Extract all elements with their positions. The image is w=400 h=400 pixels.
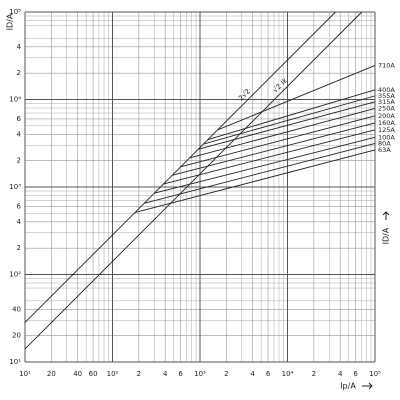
series-label: 200A bbox=[378, 112, 395, 120]
y-tick-label: 4 bbox=[17, 43, 22, 51]
x-tick-label: 20 bbox=[47, 370, 56, 378]
y-tick-label: 10³ bbox=[9, 183, 21, 191]
x-tick-label: 10¹ bbox=[19, 370, 31, 378]
line bbox=[24, 11, 336, 323]
series-label: 63A bbox=[378, 146, 391, 154]
y-tick-label: 6 bbox=[17, 202, 22, 210]
x-tick-label: 4 bbox=[163, 370, 168, 378]
line bbox=[154, 136, 376, 194]
x-tick-label: 2 bbox=[312, 370, 316, 378]
y-tick-label: 20 bbox=[12, 332, 21, 340]
y-tick-label: 10⁵ bbox=[9, 8, 21, 16]
y-tick-label: 2 bbox=[17, 157, 21, 165]
line bbox=[203, 95, 376, 145]
line bbox=[217, 65, 376, 131]
series-label: 100A bbox=[378, 133, 395, 141]
x-tick-label: 10³ bbox=[194, 370, 206, 378]
x-tick-label: 4 bbox=[338, 370, 343, 378]
line bbox=[163, 129, 376, 185]
x-tick-label: 4 bbox=[250, 370, 255, 378]
y-tick-label: 10¹ bbox=[9, 358, 21, 366]
y-tick-label: 2 bbox=[17, 69, 21, 77]
x-tick-label: 2 bbox=[224, 370, 228, 378]
x-tick-label: 10² bbox=[107, 370, 119, 378]
line bbox=[208, 89, 376, 140]
y-tick-label: 40 bbox=[12, 305, 21, 313]
line bbox=[189, 108, 376, 159]
x-tick-label: 10⁵ bbox=[369, 370, 381, 378]
series-label: 315A bbox=[378, 98, 395, 106]
x-axis-label: Ip/A bbox=[340, 382, 356, 391]
line bbox=[144, 142, 376, 204]
x-tick-label: 10⁴ bbox=[282, 370, 294, 378]
x-tick-label: 40 bbox=[73, 370, 82, 378]
series-label: 400A bbox=[378, 86, 395, 94]
line bbox=[197, 101, 376, 150]
x-tick-label: 6 bbox=[178, 370, 183, 378]
series-label: 80A bbox=[378, 139, 391, 147]
series-label: 250A bbox=[378, 104, 395, 112]
x-tick-label: 6 bbox=[266, 370, 271, 378]
arrow bbox=[362, 382, 373, 390]
series-label: 160A bbox=[378, 119, 395, 127]
line bbox=[134, 149, 376, 214]
y-tick-label: 10² bbox=[9, 271, 21, 279]
y-tick-label: 2 bbox=[17, 244, 21, 252]
series-label: 710A bbox=[378, 61, 395, 69]
line bbox=[24, 11, 363, 350]
series-label: 125A bbox=[378, 126, 395, 134]
y-tick-label: 4 bbox=[17, 130, 22, 138]
series-label: 355A bbox=[378, 92, 395, 100]
y-tick-label: 4 bbox=[17, 218, 22, 226]
y-axis-label: ID/A bbox=[6, 13, 15, 30]
right-axis-label: ID/A bbox=[382, 227, 391, 244]
arrow bbox=[382, 211, 390, 220]
line bbox=[171, 122, 376, 176]
y-tick-label: 10⁴ bbox=[9, 96, 21, 104]
x-tick-label: 60 bbox=[89, 370, 98, 378]
x-tick-label: 6 bbox=[353, 370, 358, 378]
y-tick-label: 6 bbox=[17, 115, 22, 123]
line bbox=[180, 115, 376, 168]
x-tick-label: 2 bbox=[137, 370, 141, 378]
